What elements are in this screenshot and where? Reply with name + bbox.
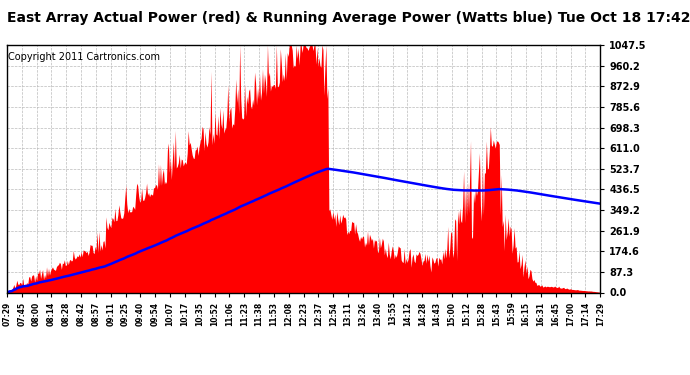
Text: Copyright 2011 Cartronics.com: Copyright 2011 Cartronics.com [8,53,160,62]
Text: East Array Actual Power (red) & Running Average Power (Watts blue) Tue Oct 18 17: East Array Actual Power (red) & Running … [7,11,690,25]
